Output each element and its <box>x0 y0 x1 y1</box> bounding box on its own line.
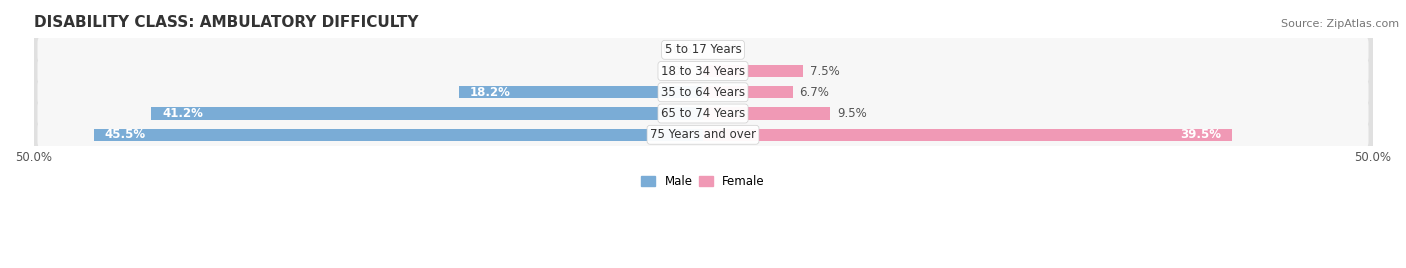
Text: 35 to 64 Years: 35 to 64 Years <box>661 86 745 99</box>
Text: Source: ZipAtlas.com: Source: ZipAtlas.com <box>1281 19 1399 29</box>
Text: 45.5%: 45.5% <box>104 128 146 141</box>
Bar <box>703 65 803 77</box>
Bar <box>152 107 703 120</box>
FancyBboxPatch shape <box>32 54 1374 88</box>
Bar <box>703 107 830 120</box>
Text: 41.2%: 41.2% <box>162 107 202 120</box>
FancyBboxPatch shape <box>38 58 1368 84</box>
Bar <box>460 86 703 98</box>
Text: 18 to 34 Years: 18 to 34 Years <box>661 65 745 77</box>
FancyBboxPatch shape <box>38 100 1368 127</box>
Text: 18.2%: 18.2% <box>470 86 510 99</box>
FancyBboxPatch shape <box>38 79 1368 106</box>
FancyBboxPatch shape <box>32 76 1374 109</box>
Text: 0.0%: 0.0% <box>714 43 744 56</box>
Bar <box>703 129 1232 141</box>
Text: 6.7%: 6.7% <box>800 86 830 99</box>
Text: 7.5%: 7.5% <box>810 65 839 77</box>
FancyBboxPatch shape <box>32 97 1374 130</box>
Text: 9.5%: 9.5% <box>837 107 866 120</box>
FancyBboxPatch shape <box>38 121 1368 148</box>
Text: 0.0%: 0.0% <box>662 43 692 56</box>
Bar <box>94 129 703 141</box>
Text: 5 to 17 Years: 5 to 17 Years <box>665 43 741 56</box>
Bar <box>703 86 793 98</box>
FancyBboxPatch shape <box>38 36 1368 63</box>
FancyBboxPatch shape <box>32 118 1374 151</box>
Text: 0.0%: 0.0% <box>662 65 692 77</box>
FancyBboxPatch shape <box>32 33 1374 66</box>
Text: 75 Years and over: 75 Years and over <box>650 128 756 141</box>
Text: 65 to 74 Years: 65 to 74 Years <box>661 107 745 120</box>
Text: DISABILITY CLASS: AMBULATORY DIFFICULTY: DISABILITY CLASS: AMBULATORY DIFFICULTY <box>34 15 418 30</box>
Legend: Male, Female: Male, Female <box>637 170 769 192</box>
Text: 39.5%: 39.5% <box>1180 128 1222 141</box>
